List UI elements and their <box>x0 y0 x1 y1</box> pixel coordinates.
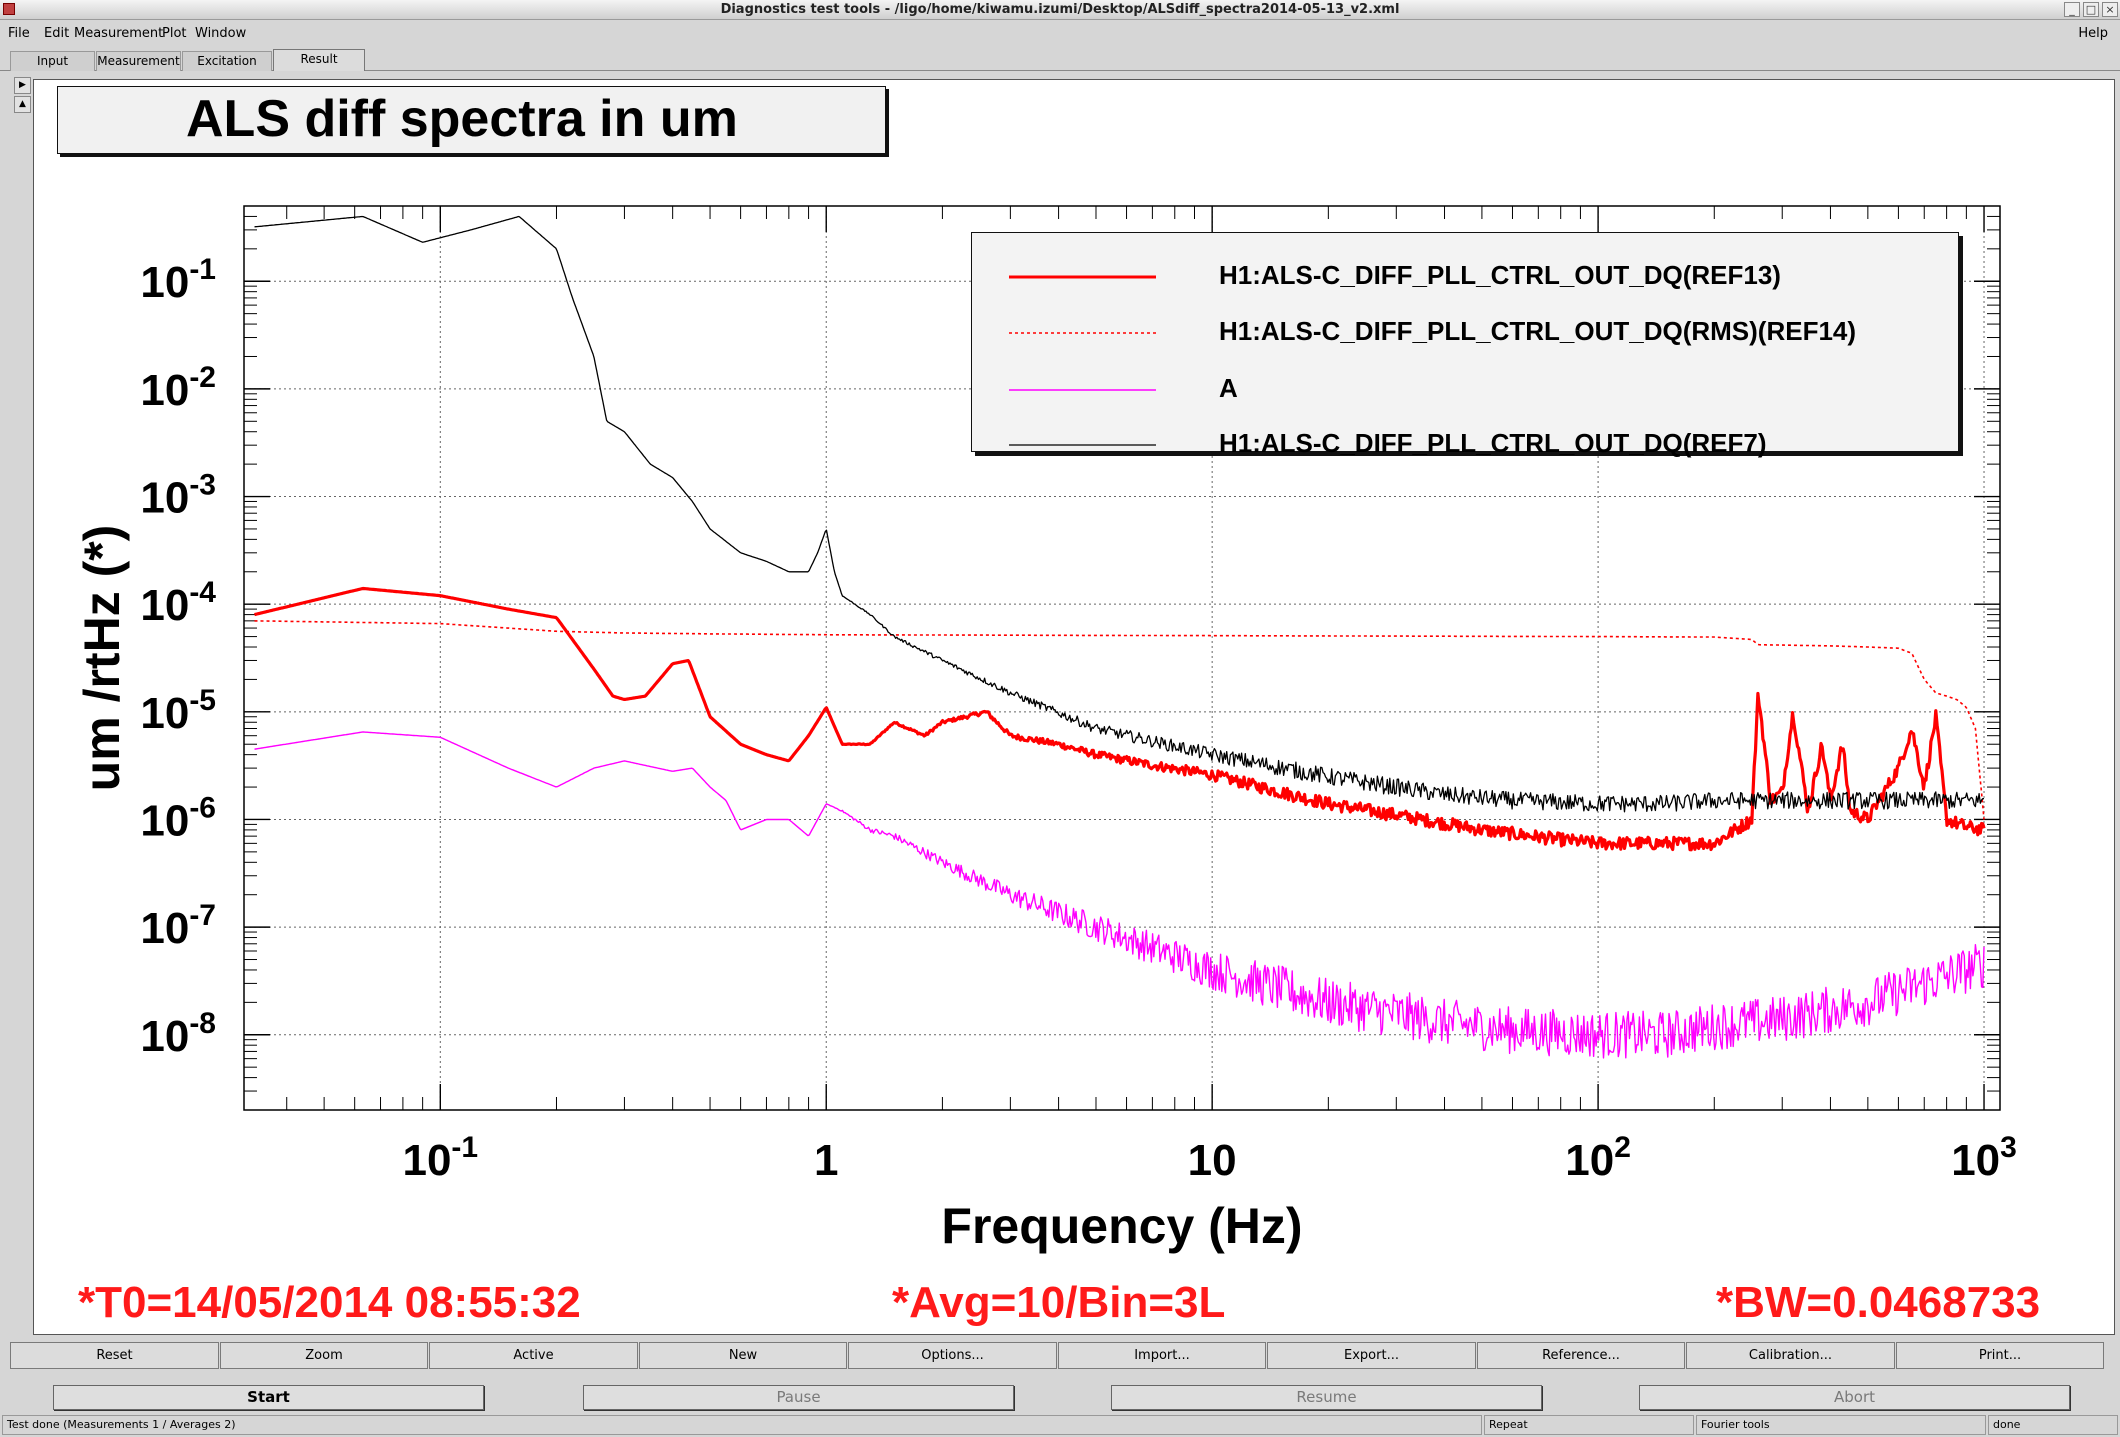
plot-title-box: ALS diff spectra in um <box>57 86 886 154</box>
status-mode: Repeat <box>1484 1415 1694 1435</box>
menu-plot[interactable]: Plot <box>162 26 187 41</box>
series-line-1 <box>254 586 1986 852</box>
new-button[interactable]: New <box>639 1342 847 1369</box>
chart-ticks <box>244 205 2000 1111</box>
plot-title: ALS diff spectra in um <box>186 90 738 148</box>
legend-swatch <box>1009 389 1156 391</box>
y-tick-label: 10-1 <box>140 253 216 307</box>
minimize-icon[interactable]: _ <box>2064 2 2080 17</box>
y-tick-label: 10-3 <box>140 469 216 523</box>
maximize-icon[interactable]: □ <box>2083 2 2099 17</box>
legend-label: H1:ALS-C_DIFF_PLL_CTRL_OUT_DQ(REF7) <box>1219 428 1767 458</box>
window-title: Diagnostics test tools - /ligo/home/kiwa… <box>720 2 1400 17</box>
legend-swatch <box>1009 332 1156 334</box>
calibration-button[interactable]: Calibration... <box>1686 1342 1895 1369</box>
y-tick-label: 10-2 <box>140 361 216 415</box>
tab-result[interactable]: Result <box>273 49 365 71</box>
export-button[interactable]: Export... <box>1267 1342 1476 1369</box>
status-state: done <box>1988 1415 2118 1435</box>
abort-button[interactable]: Abort <box>1639 1385 2070 1410</box>
x-tick-label: 103 <box>1951 1131 2017 1185</box>
legend-entry: A <box>972 368 1958 408</box>
reset-button[interactable]: Reset <box>10 1342 219 1369</box>
x-tick-label: 10 <box>1188 1136 1237 1185</box>
menu-measurement[interactable]: Measurement <box>74 26 164 41</box>
y-axis-label: um /rtHz (*) <box>74 525 130 792</box>
tab-measurement[interactable]: Measurement <box>96 51 181 71</box>
legend-entry: H1:ALS-C_DIFF_PLL_CTRL_OUT_DQ(REF7) <box>972 423 1958 463</box>
y-tick-label: 10-7 <box>140 899 216 953</box>
expand-right-icon[interactable]: ▶ <box>14 77 31 94</box>
chart-series <box>254 215 1986 1059</box>
tab-excitation[interactable]: Excitation <box>182 51 272 71</box>
resume-button[interactable]: Resume <box>1111 1385 1542 1410</box>
tab-input[interactable]: Input <box>10 51 95 71</box>
plot-toolbar: Reset Zoom Active New Options... Import.… <box>10 1342 2118 1369</box>
y-tick-label: 10-8 <box>140 1007 216 1061</box>
x-axis-label: Frequency (Hz) <box>941 1198 1302 1254</box>
menu-file[interactable]: File <box>8 26 30 41</box>
status-message: Test done (Measurements 1 / Averages 2) <box>2 1415 1482 1435</box>
t0-label: *T0=14/05/2014 08:55:32 <box>78 1278 581 1327</box>
zoom-button[interactable]: Zoom <box>220 1342 428 1369</box>
menu-help[interactable]: Help <box>2078 26 2108 41</box>
y-tick-label: 10-6 <box>140 791 216 845</box>
legend-swatch <box>1009 275 1156 279</box>
app-icon[interactable] <box>3 3 15 15</box>
y-tick-label: 10-5 <box>140 684 216 738</box>
close-icon[interactable]: × <box>2102 2 2118 17</box>
series-line-3 <box>254 731 1985 1059</box>
legend-entry: H1:ALS-C_DIFF_PLL_CTRL_OUT_DQ(REF13) <box>972 255 1958 295</box>
status-bar: Test done (Measurements 1 / Averages 2) … <box>0 1413 2120 1437</box>
avg-label: *Avg=10/Bin=3L <box>892 1278 1226 1327</box>
bw-label: *BW=0.0468733 <box>1716 1278 2041 1327</box>
import-button[interactable]: Import... <box>1058 1342 1266 1369</box>
series-line-2 <box>254 620 1985 820</box>
menu-window[interactable]: Window <box>195 26 247 41</box>
pause-button[interactable]: Pause <box>583 1385 1014 1410</box>
reference-button[interactable]: Reference... <box>1477 1342 1685 1369</box>
legend-entry: H1:ALS-C_DIFF_PLL_CTRL_OUT_DQ(RMS)(REF14… <box>972 311 1958 351</box>
legend-label: H1:ALS-C_DIFF_PLL_CTRL_OUT_DQ(REF13) <box>1219 260 1781 290</box>
status-tool: Fourier tools <box>1696 1415 1986 1435</box>
menu-bar: File Edit Measurement Plot Window Help <box>0 21 2120 47</box>
x-tick-label: 102 <box>1565 1131 1631 1185</box>
collapse-up-icon[interactable]: ▲ <box>14 96 31 113</box>
chart-legend[interactable]: H1:ALS-C_DIFF_PLL_CTRL_OUT_DQ(REF13) H1:… <box>971 232 1959 458</box>
legend-label: A <box>1219 373 1238 403</box>
series-line-4 <box>254 215 1985 813</box>
legend-swatch <box>1009 444 1156 446</box>
y-tick-label: 10-4 <box>140 576 216 630</box>
print-button[interactable]: Print... <box>1896 1342 2104 1369</box>
spectrum-chart[interactable]: 10-1 1 10 102 103 10-110-210-310-410-510-610… <box>0 0 2120 1340</box>
start-button[interactable]: Start <box>53 1385 484 1410</box>
window-titlebar: Diagnostics test tools - /ligo/home/kiwa… <box>0 0 2120 20</box>
options-button[interactable]: Options... <box>848 1342 1057 1369</box>
tab-bar: Input Measurement Excitation Result <box>0 47 2120 71</box>
menu-edit[interactable]: Edit <box>44 26 70 41</box>
x-tick-labels: 10-1 1 10 102 103 <box>402 1131 2016 1185</box>
active-button[interactable]: Active <box>429 1342 638 1369</box>
x-tick-label: 1 <box>814 1136 838 1185</box>
legend-label: H1:ALS-C_DIFF_PLL_CTRL_OUT_DQ(RMS)(REF14… <box>1219 316 1857 346</box>
x-tick-label: 10-1 <box>402 1131 478 1185</box>
y-tick-labels: 10-1 10-2 10-3 10-4 10-5 10-6 10-7 10-8 <box>140 253 216 1061</box>
